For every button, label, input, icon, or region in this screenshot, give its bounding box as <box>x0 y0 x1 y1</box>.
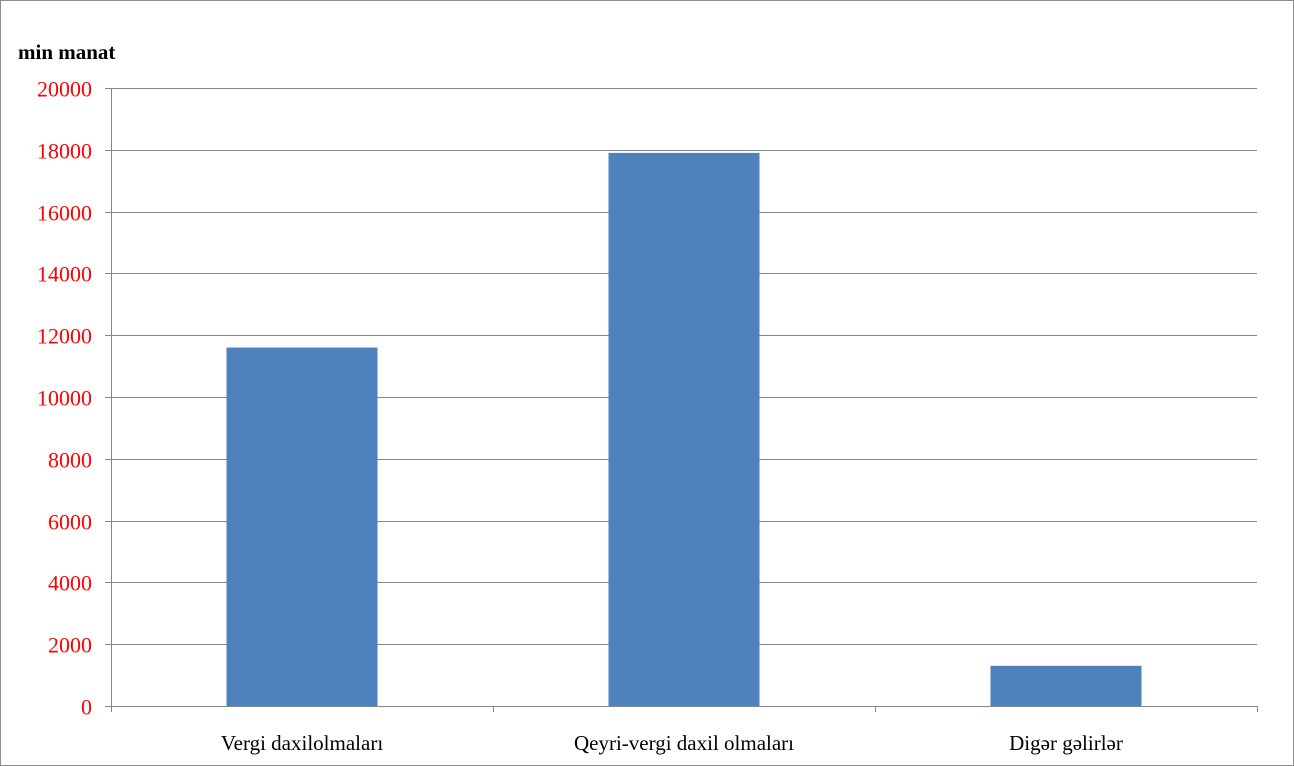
y-tick-label: 16000 <box>37 201 92 226</box>
x-tick-label: Digər gəlirlər <box>1009 731 1123 755</box>
unit-label: min manat <box>18 40 116 64</box>
bar <box>990 665 1142 706</box>
bar <box>608 152 760 706</box>
y-tick-labels: 0 2000 4000 6000 8000 10000 12000 14000 16000 180… <box>37 77 92 720</box>
y-tick-label: 0 <box>81 695 92 720</box>
y-tick-label: 4000 <box>48 571 92 596</box>
y-tick-label: 6000 <box>48 510 92 535</box>
x-tick-label: Vergi daxilolmaları <box>221 731 383 755</box>
y-tick-label: 8000 <box>48 448 92 473</box>
x-tick-label: Qeyri-vergi daxil olmaları <box>574 731 794 755</box>
y-tick-label: 12000 <box>37 324 92 349</box>
y-tick-label: 20000 <box>37 77 92 102</box>
axes <box>105 88 1258 712</box>
x-tick-labels: Vergi daxilolmaları Qeyri-vergi daxil olm… <box>221 731 1123 755</box>
y-tick-label: 2000 <box>48 633 92 658</box>
y-tick-label: 10000 <box>37 386 92 411</box>
bars <box>226 152 1142 706</box>
y-tick-label: 14000 <box>37 262 92 287</box>
bar <box>226 347 378 706</box>
y-tick-label: 18000 <box>37 139 92 164</box>
